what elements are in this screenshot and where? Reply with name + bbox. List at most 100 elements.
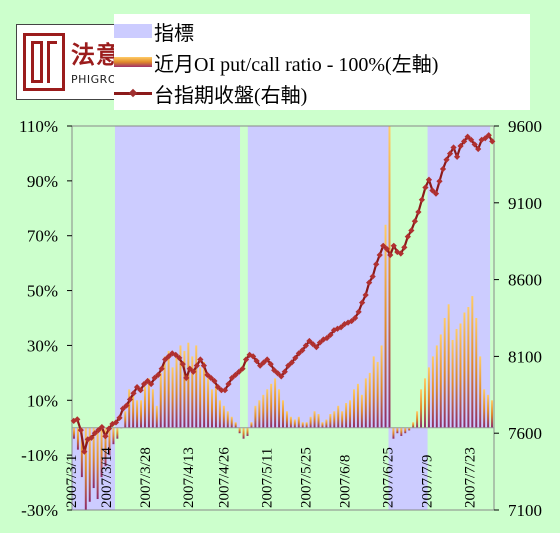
ratio-bar <box>423 378 426 428</box>
legend-swatch-close <box>114 88 152 98</box>
x-tick-label: 2007/6/25 <box>381 447 397 508</box>
right-tick-label: 9100 <box>508 194 542 213</box>
legend-label-ratio: 近月OI put/call ratio - 100%(左軸) <box>154 53 439 76</box>
left-tick-label: 90% <box>27 172 58 191</box>
plot-frame <box>71 125 495 511</box>
left-tick-label: 30% <box>27 336 58 355</box>
close-marker <box>271 367 278 374</box>
ratio-bar <box>321 422 324 428</box>
ratio-bar <box>372 356 375 428</box>
ratio-bar <box>443 318 446 428</box>
ratio-bar <box>364 378 367 428</box>
close-marker <box>351 314 359 322</box>
ratio-bar <box>360 394 363 428</box>
x-tick-label: 2007/5/25 <box>298 447 314 508</box>
ratio-bar <box>214 383 217 428</box>
close-marker <box>302 342 309 349</box>
close-marker <box>471 141 478 148</box>
ratio-bar <box>159 372 162 428</box>
ratio-bar <box>301 422 304 428</box>
close-marker <box>285 362 292 369</box>
close-marker <box>221 387 229 394</box>
ratio-bar <box>88 427 91 502</box>
ratio-bar <box>187 342 190 428</box>
close-marker <box>267 360 274 368</box>
ratio-bar <box>143 386 146 428</box>
ratio-bar <box>289 416 292 428</box>
x-tick-label: 2007/3/28 <box>138 447 154 508</box>
right-tick-label: 7100 <box>508 501 542 520</box>
ratio-bar <box>297 416 300 428</box>
ratio-bar <box>479 356 482 428</box>
ratio-bar <box>349 400 352 428</box>
ratio-bar <box>246 427 249 436</box>
plot-border <box>71 125 495 511</box>
ratio-bar <box>427 367 430 428</box>
chart-legend: 指標 近月OI put/call ratio - 100%(左軸) 台指期收盤(… <box>114 14 530 110</box>
ratio-bar <box>262 394 265 428</box>
close-marker <box>288 359 295 366</box>
ratio-bar <box>309 416 312 428</box>
ratio-bar <box>376 361 379 428</box>
ratio-bar <box>112 427 115 445</box>
ratio-bar <box>218 400 221 428</box>
close-marker <box>468 136 475 143</box>
ratio-bar <box>195 345 198 428</box>
ratio-bar <box>155 405 158 428</box>
close-marker <box>415 208 422 216</box>
left-tick-label: 10% <box>27 391 58 410</box>
ratio-bar <box>325 419 328 428</box>
legend-item-index: 指標 <box>114 16 194 46</box>
close-marker <box>337 324 345 331</box>
ratio-bar <box>199 367 202 428</box>
close-marker <box>207 374 215 382</box>
ratio-bar <box>483 389 486 428</box>
legend-item-close: 台指期收盤(右軸) <box>114 78 307 108</box>
right-tick-label: 9600 <box>508 117 542 136</box>
legend-swatch-index <box>114 24 152 38</box>
ratio-bar <box>76 427 79 450</box>
ratio-bar <box>353 389 355 428</box>
ratio-bar <box>337 405 340 428</box>
logo-mark-icon <box>23 33 65 91</box>
ratio-bar <box>412 422 415 428</box>
ratio-bar <box>207 378 210 428</box>
ratio-bar <box>459 323 462 428</box>
ratio-bar <box>151 389 154 428</box>
ratio-bar <box>317 414 320 428</box>
x-tick-label: 2007/5/11 <box>259 448 275 508</box>
close-marker <box>309 341 317 348</box>
ratio-bar <box>108 427 111 456</box>
ratio-bar <box>293 419 296 428</box>
close-marker <box>362 291 369 299</box>
ratio-bar <box>72 427 75 439</box>
close-marker <box>130 390 137 397</box>
close-marker <box>323 334 331 342</box>
close-marker <box>155 371 162 378</box>
ratio-bar <box>179 345 182 428</box>
legend-label-index: 指標 <box>154 22 194 45</box>
ratio-bar <box>132 394 135 428</box>
ratio-bar <box>230 416 233 428</box>
left-tick-label: -10% <box>21 446 58 465</box>
ratio-bar <box>171 367 174 428</box>
ratio-bar <box>163 356 166 428</box>
ratio-bar <box>226 411 229 428</box>
right-tick-label: 8100 <box>508 347 542 366</box>
close-marker <box>369 273 376 280</box>
ratio-bar <box>392 427 395 439</box>
ratio-bar <box>455 328 458 428</box>
x-tick-label: 2007/4/26 <box>216 447 232 508</box>
close-marker <box>411 218 418 225</box>
ratio-bar <box>368 372 371 428</box>
ratio-bar <box>341 411 344 428</box>
close-marker <box>327 331 334 339</box>
ratio-bar <box>345 403 348 428</box>
ratio-bar <box>356 383 359 428</box>
legend-item-ratio: 近月OI put/call ratio - 100%(左軸) <box>114 47 439 77</box>
ratio-bar <box>84 427 87 510</box>
close-marker <box>397 250 404 257</box>
ratio-bar <box>274 378 277 428</box>
index-band <box>247 126 389 428</box>
right-tick-label: 7600 <box>508 424 542 443</box>
